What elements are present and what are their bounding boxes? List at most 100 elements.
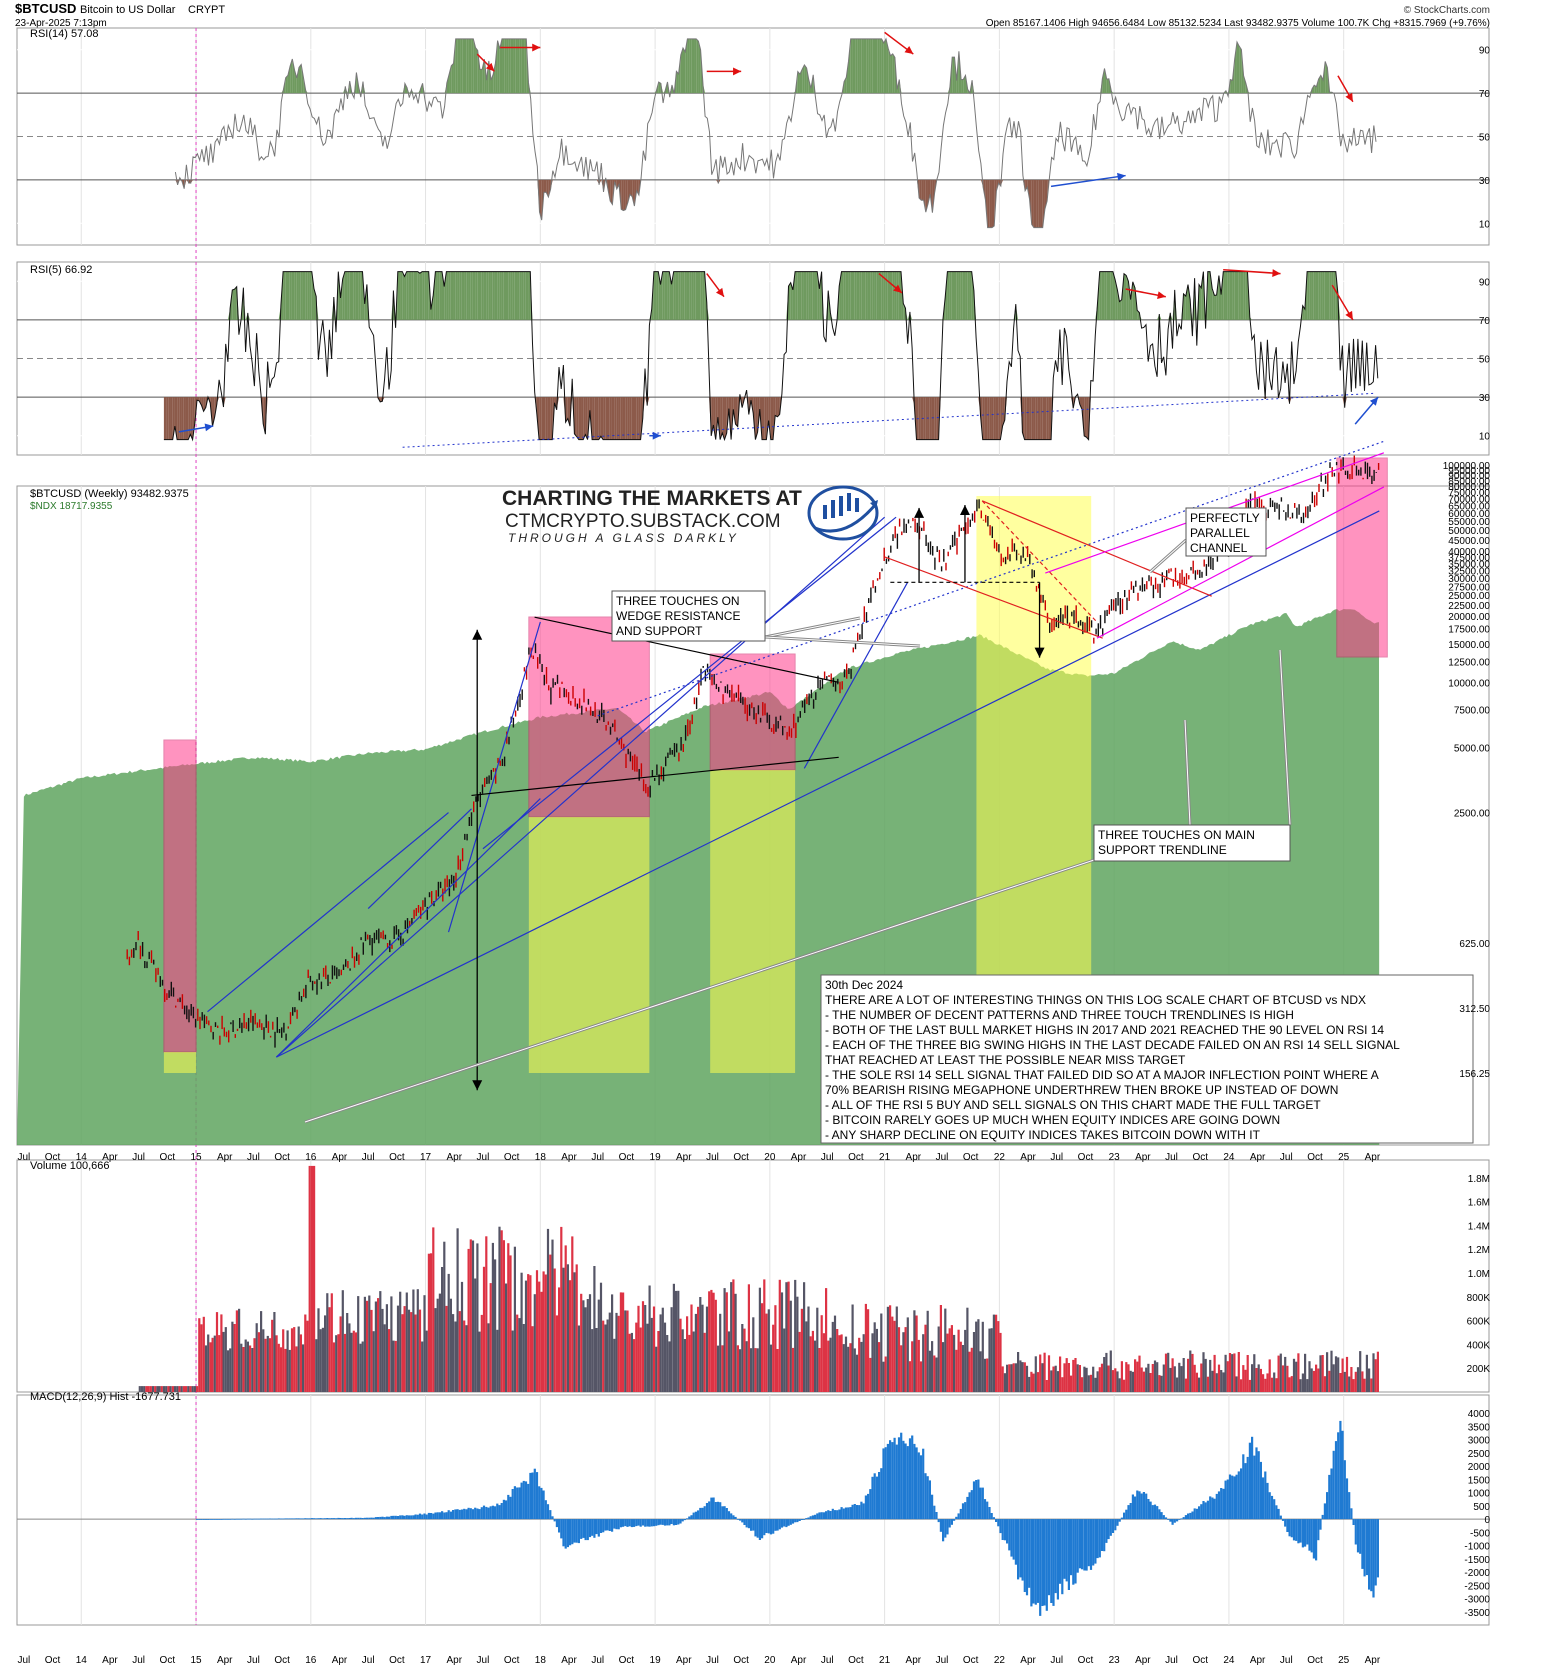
macd-hist-bar (1299, 1519, 1302, 1543)
macd-hist-bar (893, 1437, 896, 1520)
x-tick-label: 18 (535, 1655, 547, 1666)
macd-hist-bar (1169, 1519, 1172, 1522)
volume-bar (588, 1294, 592, 1392)
macd-hist-bar (1138, 1491, 1141, 1520)
volume-bar (182, 1386, 185, 1392)
macd-hist-bar (681, 1519, 684, 1522)
volume-bar (441, 1267, 444, 1392)
macd-hist-bar (204, 1519, 208, 1520)
volume-bar (282, 1329, 285, 1392)
volume-bar (215, 1312, 219, 1392)
macd-hist-bar (663, 1519, 667, 1526)
volume-bar (586, 1299, 589, 1392)
macd-hist-bar (1017, 1519, 1020, 1580)
rsi5-tick: 50 (1479, 355, 1491, 366)
volume-bar (1365, 1354, 1368, 1392)
volume-bar (833, 1315, 837, 1392)
volume-bar (577, 1325, 580, 1392)
macd-hist-bar (814, 1514, 817, 1520)
volume-bar (668, 1341, 671, 1392)
volume-bar (869, 1357, 872, 1392)
macd-hist-bar (308, 1518, 311, 1520)
rsi14-tick: 70 (1479, 89, 1491, 100)
x-tick-label: Jul (362, 1655, 375, 1666)
volume-bar (655, 1346, 658, 1392)
volume-bar (138, 1386, 141, 1392)
macd-hist-bar (613, 1519, 616, 1529)
volume-bar (1096, 1371, 1099, 1392)
macd-hist-bar (822, 1512, 825, 1520)
macd-hist-bar (288, 1518, 291, 1520)
macd-hist-bar (983, 1499, 987, 1520)
macd-hist-bar (253, 1518, 256, 1520)
macd-tick: -2000 (1464, 1568, 1490, 1579)
macd-hist-bar (520, 1482, 523, 1520)
x-tick-label: Oct (963, 1655, 979, 1666)
volume-bar (1198, 1377, 1201, 1392)
note-line: 70% BEARISH RISING MEGAPHONE UNDERTHREW … (825, 1083, 1338, 1097)
rsi5-sell-2021-head (893, 284, 902, 293)
macd-hist-bar (290, 1518, 294, 1520)
macd-hist-bar (496, 1503, 499, 1520)
volume-bar (286, 1330, 289, 1392)
volume-bar (972, 1332, 976, 1392)
macd-hist-bar (1107, 1519, 1110, 1540)
magenta-channel-lower (1096, 486, 1385, 639)
volume-bar (924, 1324, 927, 1392)
macd-hist-bar (478, 1509, 481, 1520)
macd-hist-bar (1257, 1451, 1260, 1520)
x-tick-label: 17 (420, 1655, 432, 1666)
volume-bar (1281, 1365, 1285, 1392)
btc-price-bars (126, 455, 1380, 1048)
volume-bar (507, 1243, 510, 1392)
volume-bar (1308, 1361, 1311, 1392)
volume-bar (1306, 1379, 1309, 1392)
rsi5-sell-2019-head (715, 287, 724, 297)
macd-hist-bar (873, 1473, 876, 1520)
volume-bar (1023, 1362, 1026, 1392)
support-line-1: THREE TOUCHES ON MAIN (1098, 828, 1255, 842)
macd-tick: -3000 (1464, 1595, 1490, 1606)
volume-bar (1081, 1377, 1084, 1392)
volume-bar (1089, 1374, 1093, 1392)
pointer-channel-inner (1149, 539, 1187, 573)
macd-hist-bar (242, 1518, 245, 1520)
macd-hist-bar (1041, 1519, 1044, 1606)
volume-bar (498, 1226, 501, 1392)
macd-hist-bar (752, 1519, 755, 1531)
volume-tick: 1.0M (1468, 1269, 1490, 1280)
macd-hist-bar (1297, 1519, 1300, 1544)
volume-bar (644, 1305, 647, 1392)
x-tick-label: Jul (1165, 1152, 1178, 1163)
macd-hist-bar (423, 1513, 426, 1520)
price-tick: 12500.00 (1448, 657, 1490, 668)
macd-hist-bar (566, 1519, 569, 1548)
volume-bar (666, 1335, 669, 1392)
volume-bar (1012, 1363, 1015, 1392)
macd-hist-bar (209, 1519, 212, 1520)
branding-line-1: CHARTING THE MARKETS AT (502, 487, 802, 510)
macd-hist-bar (659, 1519, 662, 1525)
macd-hist-bar (302, 1518, 305, 1520)
volume-bar (1288, 1377, 1291, 1392)
macd-hist-bar (1129, 1503, 1132, 1520)
volume-bar (886, 1306, 889, 1392)
volume-bar (628, 1333, 631, 1392)
volume-bar (864, 1303, 867, 1392)
x-tick-label: Oct (619, 1152, 635, 1163)
notes-lines: THERE ARE A LOT OF INTERESTING THINGS ON… (825, 993, 1400, 1142)
volume-bar (1268, 1359, 1271, 1392)
volume-bar (639, 1327, 642, 1392)
macd-hist-bar (1153, 1504, 1157, 1520)
macd-hist-bar (1109, 1519, 1112, 1536)
macd-hist-bar (1310, 1519, 1313, 1553)
volume-bar (838, 1335, 841, 1392)
volume-bar (630, 1332, 633, 1392)
volume-bar (593, 1266, 596, 1392)
macd-hist-bar (438, 1512, 441, 1520)
volume-bar (1076, 1364, 1079, 1392)
support-ray-1 (275, 798, 541, 1058)
volume-bar (1326, 1352, 1329, 1392)
volume-bar (366, 1300, 369, 1392)
macd-hist-bar (750, 1519, 753, 1531)
